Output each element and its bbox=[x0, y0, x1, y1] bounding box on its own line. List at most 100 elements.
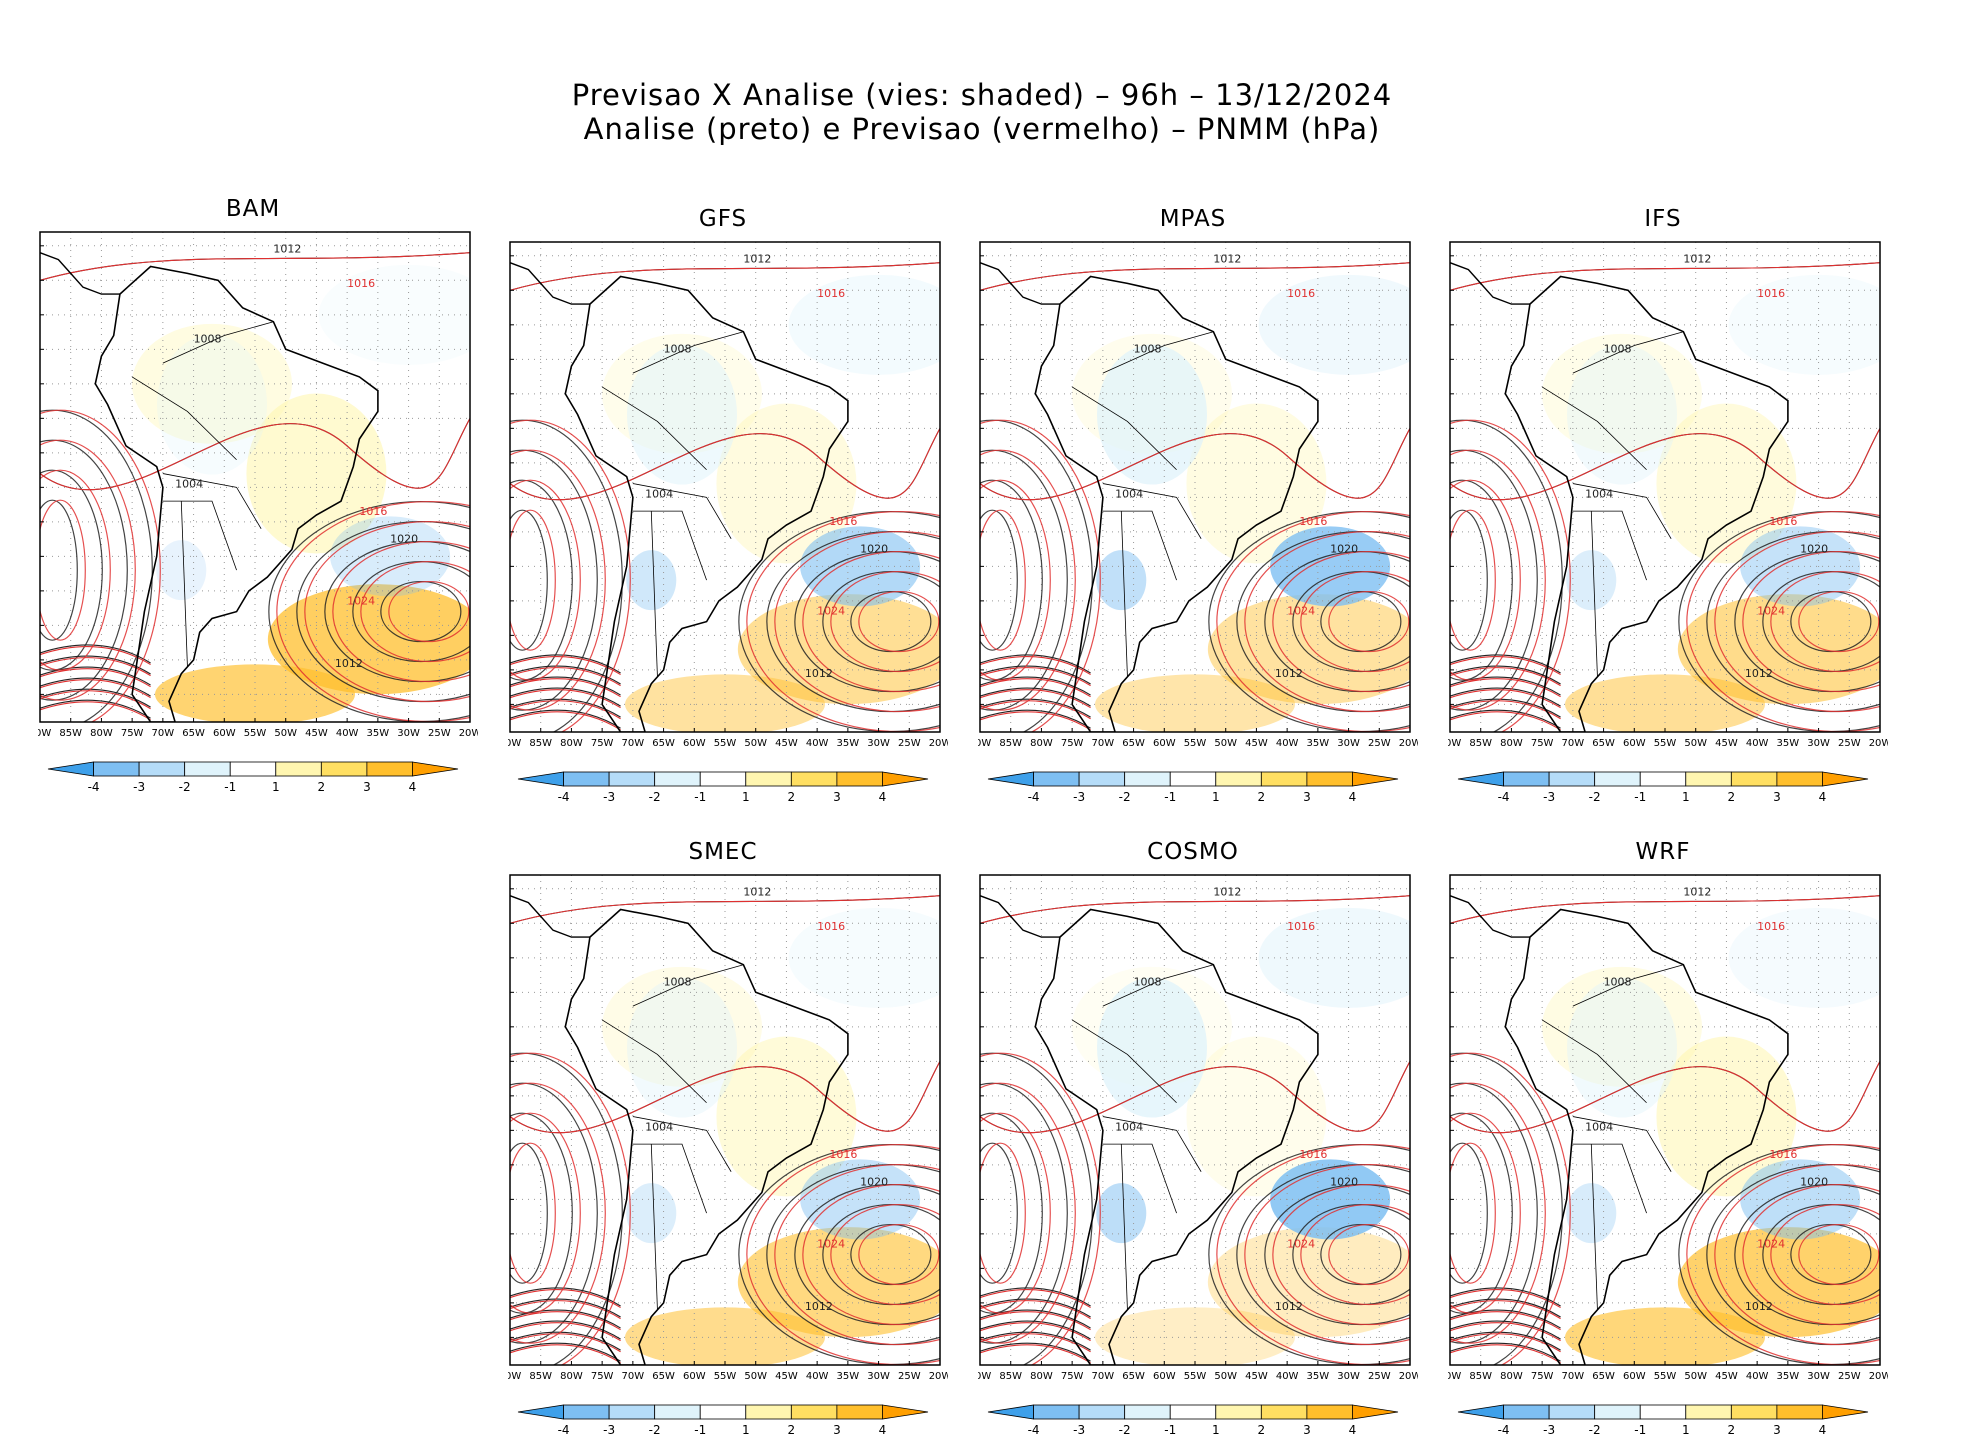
isobar-label: 1024 bbox=[817, 1238, 845, 1251]
lon-tick-label: 90W bbox=[1448, 1371, 1461, 1382]
isobar-label: 1012 bbox=[1275, 667, 1303, 680]
lon-tick-label: 50W bbox=[1214, 1371, 1237, 1382]
lon-tick-label: 35W bbox=[837, 1371, 860, 1382]
colorbar-swatch bbox=[654, 1404, 701, 1420]
isobar-label: 1012 bbox=[743, 253, 771, 266]
lon-tick-label: 45W bbox=[775, 1371, 798, 1382]
colorbar-swatch bbox=[1124, 771, 1171, 787]
lon-tick-label: 20W bbox=[929, 1371, 948, 1382]
bias-shading bbox=[330, 516, 451, 597]
lon-tick-label: 85W bbox=[529, 738, 552, 749]
bias-shading bbox=[1677, 594, 1880, 705]
colorbar-swatch bbox=[1033, 771, 1080, 787]
isobar-label: 1024 bbox=[817, 605, 845, 618]
bias-shading bbox=[625, 674, 825, 732]
bias-shading bbox=[625, 1307, 825, 1365]
colorbar-level-label: 4 bbox=[1349, 790, 1357, 804]
lon-tick-label: 75W bbox=[121, 728, 144, 739]
colorbar-level-label: -4 bbox=[1498, 1423, 1510, 1437]
colorbar-level-label: -3 bbox=[133, 780, 145, 794]
colorbar-swatch bbox=[836, 1404, 883, 1420]
lon-tick-label: 25W bbox=[1838, 738, 1861, 749]
pressure-map: 1012101610081004102010241012101615N10N5N… bbox=[978, 241, 1418, 804]
bias-shading bbox=[800, 1159, 921, 1240]
colorbar-level-label: -1 bbox=[224, 780, 236, 794]
colorbar-level-label: 2 bbox=[788, 790, 796, 804]
colorbar-swatch bbox=[1352, 771, 1399, 787]
bias-shading bbox=[132, 323, 292, 444]
lon-tick-label: 55W bbox=[1654, 738, 1677, 749]
colorbar-swatch bbox=[790, 1404, 838, 1420]
colorbar-level-label: -4 bbox=[558, 1423, 570, 1437]
coastline bbox=[564, 908, 849, 1365]
lon-tick-label: 30W bbox=[397, 728, 420, 739]
colorbar-swatch bbox=[1503, 1404, 1550, 1420]
lon-tick-label: 85W bbox=[59, 728, 82, 739]
colorbar-level-label: -3 bbox=[1073, 790, 1085, 804]
colorbar-swatch bbox=[1215, 771, 1262, 787]
bias-shading bbox=[1740, 1159, 1861, 1240]
lon-tick-label: 70W bbox=[1092, 738, 1115, 749]
lon-tick-label: 30W bbox=[1807, 738, 1830, 749]
pressure-map: 1012101610081004102010241012101615N10N5N… bbox=[1448, 874, 1888, 1437]
lon-tick-label: 65W bbox=[1122, 1371, 1145, 1382]
isobar-label: 1004 bbox=[1585, 1120, 1613, 1133]
colorbar-swatch bbox=[1548, 771, 1596, 787]
colorbar-level-label: -1 bbox=[1164, 790, 1176, 804]
isobar-label: 1004 bbox=[645, 487, 673, 500]
colorbar-swatch bbox=[1548, 1404, 1596, 1420]
lon-tick-label: 55W bbox=[714, 738, 737, 749]
colorbar-level-label: -2 bbox=[179, 780, 191, 794]
coastline bbox=[1034, 275, 1319, 732]
bias-shading bbox=[1095, 674, 1295, 732]
isobar-label: 1004 bbox=[645, 1120, 673, 1133]
bias-shading bbox=[1096, 1183, 1147, 1244]
colorbar-level-label: 3 bbox=[1303, 1423, 1311, 1437]
colorbar-level-label: 2 bbox=[788, 1423, 796, 1437]
lon-tick-label: 90W bbox=[978, 738, 991, 749]
colorbar-level-label: 3 bbox=[1773, 790, 1781, 804]
colorbar: -4 -3 -2 -1 1 2 3 4 bbox=[1457, 771, 1869, 804]
panel-title: MPAS bbox=[1159, 206, 1227, 232]
isobar-label: 1024 bbox=[1287, 1238, 1315, 1251]
colorbar-level-label: 4 bbox=[879, 790, 887, 804]
lon-tick-label: 45W bbox=[1245, 1371, 1268, 1382]
bias-shading bbox=[267, 584, 470, 695]
panel-title: WRF bbox=[1635, 839, 1691, 865]
lon-tick-label: 80W bbox=[560, 1371, 583, 1382]
isobar-label: 1012 bbox=[1213, 253, 1241, 266]
colorbar-level-label: 1 bbox=[742, 790, 750, 804]
colorbar-level-label: 3 bbox=[363, 780, 371, 794]
colorbar-level-label: -2 bbox=[1589, 1423, 1601, 1437]
colorbar-level-label: 3 bbox=[833, 1423, 841, 1437]
colorbar-swatch bbox=[229, 761, 277, 777]
bias-shading bbox=[1270, 1159, 1391, 1240]
lon-tick-label: 20W bbox=[1399, 738, 1418, 749]
colorbar-swatch bbox=[275, 761, 322, 777]
bias-shading bbox=[1677, 1227, 1880, 1338]
colorbar-swatch bbox=[412, 761, 459, 777]
colorbar-level-label: 2 bbox=[1258, 790, 1266, 804]
colorbar-level-label: 4 bbox=[1349, 1423, 1357, 1437]
lon-tick-label: 60W bbox=[1153, 1371, 1176, 1382]
colorbar-level-label: -3 bbox=[603, 790, 615, 804]
colorbar-swatch bbox=[517, 1404, 564, 1420]
colorbar: -4 -3 -2 -1 1 2 3 4 bbox=[987, 771, 1399, 804]
lon-tick-label: 30W bbox=[1337, 738, 1360, 749]
lon-tick-label: 30W bbox=[867, 738, 890, 749]
lon-tick-label: 70W bbox=[1092, 1371, 1115, 1382]
colorbar-level-label: 1 bbox=[1682, 1423, 1690, 1437]
lon-tick-label: 25W bbox=[898, 738, 921, 749]
isobar-label: 1012 bbox=[743, 886, 771, 899]
lon-tick-label: 35W bbox=[1307, 1371, 1330, 1382]
lon-tick-label: 75W bbox=[1061, 1371, 1084, 1382]
lon-tick-label: 75W bbox=[591, 738, 614, 749]
colorbar-level-label: 1 bbox=[272, 780, 280, 794]
colorbar-swatch bbox=[1503, 771, 1550, 787]
lon-tick-label: 35W bbox=[367, 728, 390, 739]
isobar-label: 1012 bbox=[335, 657, 363, 670]
isobar-label: 1024 bbox=[347, 595, 375, 608]
colorbar-level-label: -2 bbox=[649, 1423, 661, 1437]
isobar-label: 1004 bbox=[175, 477, 203, 490]
colorbar-swatch bbox=[1169, 1404, 1217, 1420]
